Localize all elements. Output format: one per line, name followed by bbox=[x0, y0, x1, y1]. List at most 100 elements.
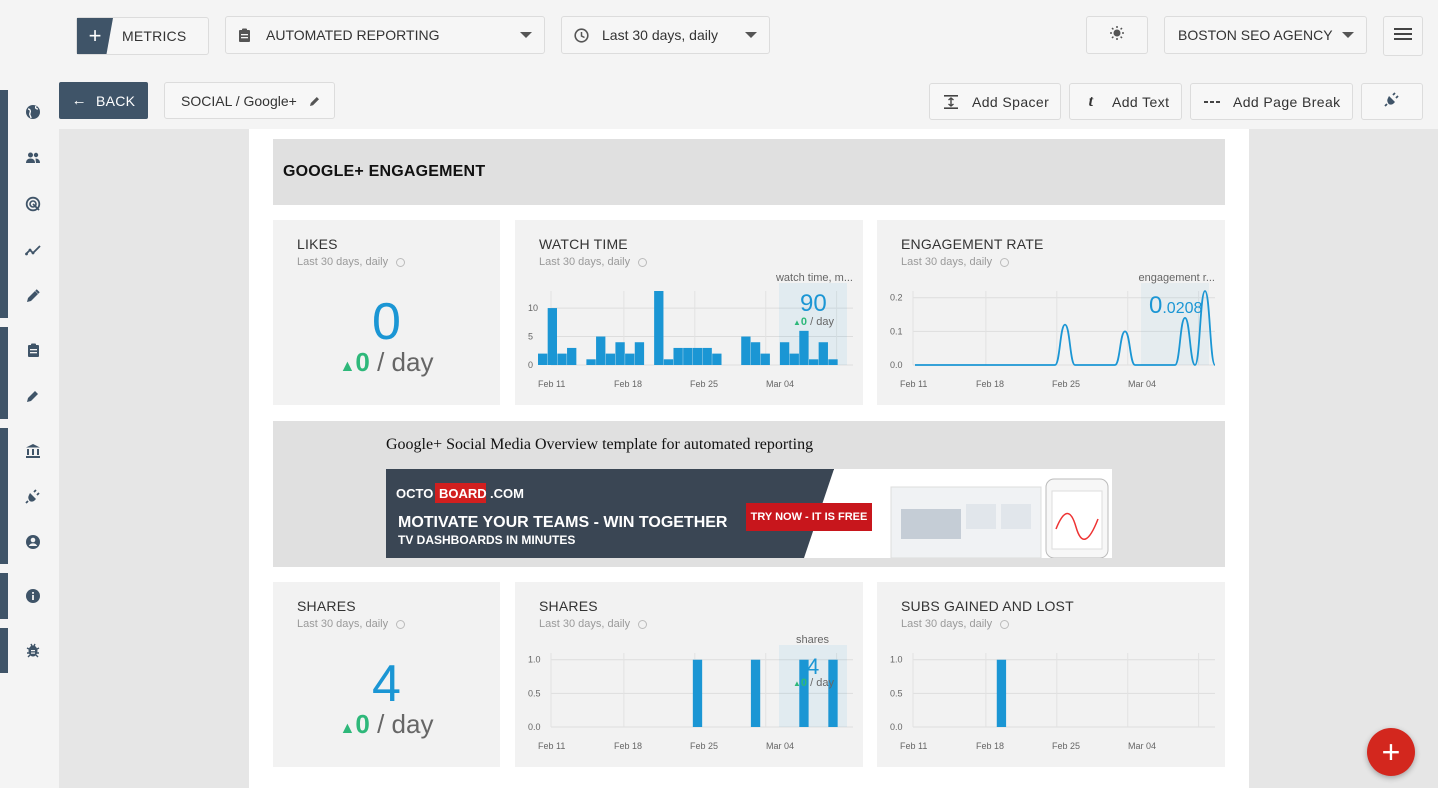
bug-icon[interactable] bbox=[24, 641, 42, 659]
shares-number-widget[interactable]: SHARES Last 30 days, daily 4 ▲0 / day bbox=[273, 582, 500, 767]
status-icon bbox=[396, 257, 406, 267]
widget-subtitle: Last 30 days, daily bbox=[539, 256, 648, 268]
clock-icon bbox=[574, 27, 590, 43]
target-icon[interactable] bbox=[24, 195, 42, 213]
per-day-label: / day bbox=[810, 677, 834, 689]
back-label: BACK bbox=[95, 92, 136, 109]
widget-value: 4 bbox=[807, 654, 820, 679]
per-day-label: / day bbox=[810, 316, 834, 328]
engagement-rate-widget[interactable]: ENGAGEMENT RATE Last 30 days, daily enga… bbox=[877, 220, 1225, 405]
bar bbox=[799, 659, 809, 727]
sidebar-group-accent bbox=[0, 428, 8, 564]
likes-widget[interactable]: LIKES Last 30 days, daily 0 ▲0 / day bbox=[273, 220, 500, 405]
bank-icon[interactable] bbox=[24, 441, 42, 459]
bar bbox=[692, 347, 703, 365]
widget-subtitle: Last 30 days, daily bbox=[297, 618, 406, 630]
bar bbox=[538, 353, 548, 365]
chevron-down-icon bbox=[520, 32, 532, 38]
globe-icon[interactable] bbox=[24, 103, 42, 121]
widget-subtitle: Last 30 days, daily bbox=[297, 256, 406, 268]
bar bbox=[557, 353, 567, 365]
bar bbox=[799, 330, 809, 365]
value-main: 0 bbox=[1149, 292, 1163, 319]
widget-value: 0.0208 bbox=[1149, 292, 1202, 320]
subs-gained-widget[interactable]: SUBS GAINED AND LOST Last 30 days, daily… bbox=[877, 582, 1225, 767]
bar bbox=[586, 359, 596, 365]
bar bbox=[702, 347, 712, 365]
edit-icon[interactable] bbox=[24, 287, 42, 305]
spacer-icon bbox=[942, 94, 960, 109]
bar bbox=[750, 659, 761, 727]
widget-subtitle: Last 30 days, daily bbox=[901, 618, 1010, 630]
status-icon bbox=[638, 619, 648, 629]
add-page-break-button[interactable]: Add Page Break bbox=[1190, 83, 1353, 120]
y-tick-label: 0.0 bbox=[528, 722, 541, 732]
back-button[interactable]: ← BACK bbox=[59, 82, 148, 119]
integrations-button[interactable] bbox=[1361, 83, 1423, 120]
x-tick-label: Mar 04 bbox=[766, 379, 794, 389]
add-metrics-button[interactable]: + METRICS bbox=[76, 17, 209, 55]
x-tick-label: Mar 04 bbox=[1128, 379, 1156, 389]
page-name-field[interactable]: SOCIAL / Google+ bbox=[164, 82, 335, 119]
widget-per-day: ▲0 / day bbox=[273, 347, 500, 378]
section-title: GOOGLE+ ENGAGEMENT bbox=[273, 139, 1225, 205]
x-tick-label: Mar 04 bbox=[766, 741, 794, 751]
add-widget-fab[interactable]: + bbox=[1367, 728, 1415, 776]
add-text-button[interactable]: t Add Text bbox=[1069, 83, 1182, 120]
watch-time-widget[interactable]: WATCH TIME Last 30 days, daily watch tim… bbox=[515, 220, 863, 405]
y-tick-label: 0.5 bbox=[528, 688, 541, 698]
report-dropdown-label: AUTOMATED REPORTING bbox=[266, 27, 440, 43]
report-dropdown[interactable]: AUTOMATED REPORTING bbox=[225, 16, 545, 54]
trend-icon[interactable] bbox=[24, 241, 42, 259]
x-tick-label: Feb 18 bbox=[614, 741, 642, 751]
bar bbox=[828, 359, 838, 365]
watch-time-chart: 0 5 10 Feb 11 Feb 18 Feb 25 Mar 04 bbox=[528, 283, 853, 389]
pen-icon[interactable] bbox=[24, 387, 42, 405]
delta-value: 0 bbox=[800, 677, 808, 689]
ad-cta-button[interactable]: TRY NOW - IT IS FREE bbox=[746, 503, 872, 531]
sidebar-group-accent bbox=[0, 327, 8, 419]
x-tick-label: Feb 11 bbox=[538, 741, 565, 751]
people-icon[interactable] bbox=[24, 149, 42, 167]
plus-icon: + bbox=[77, 18, 113, 54]
highlight-band bbox=[1141, 283, 1209, 365]
banner-title: Google+ Social Media Overview template f… bbox=[386, 436, 814, 453]
widget-title: WATCH TIME bbox=[539, 236, 628, 252]
widget-title: LIKES bbox=[297, 236, 338, 252]
x-tick-label: Feb 25 bbox=[1052, 741, 1080, 751]
y-tick-label: 10 bbox=[528, 303, 538, 313]
theme-button[interactable] bbox=[1086, 16, 1148, 54]
plug-icon[interactable] bbox=[24, 487, 42, 505]
plus-icon: + bbox=[1381, 733, 1401, 770]
menu-button[interactable] bbox=[1383, 16, 1423, 56]
bar bbox=[567, 347, 577, 365]
date-range-label: Last 30 days, daily bbox=[602, 27, 718, 43]
x-tick-label: Feb 25 bbox=[1052, 379, 1080, 389]
bar bbox=[547, 308, 557, 365]
ad-subline: TV DASHBOARDS IN MINUTES bbox=[398, 533, 576, 547]
add-spacer-button[interactable]: Add Spacer bbox=[929, 83, 1061, 120]
chevron-down-icon bbox=[1342, 32, 1354, 38]
agency-label: BOSTON SEO AGENCY bbox=[1178, 27, 1333, 43]
octoboard-ad[interactable]: OCTO BOARD .COM MOTIVATE YOUR TEAMS - WI… bbox=[386, 469, 1112, 558]
delta-value: 0 bbox=[800, 316, 808, 328]
bar bbox=[789, 353, 799, 365]
status-icon bbox=[1000, 619, 1010, 629]
clipboard-icon[interactable] bbox=[24, 341, 42, 359]
x-tick-label: Feb 18 bbox=[976, 741, 1004, 751]
pencil-icon[interactable] bbox=[309, 95, 321, 107]
widget-period: Last 30 days, daily bbox=[539, 256, 631, 268]
triangle-up-icon: ▲ bbox=[339, 720, 356, 737]
shares-chart-widget[interactable]: SHARES Last 30 days, daily shares 0.0 0.5… bbox=[515, 582, 863, 767]
widget-period: Last 30 days, daily bbox=[901, 618, 993, 630]
bar bbox=[692, 659, 703, 727]
series-label: watch time, m... bbox=[775, 272, 853, 284]
status-icon bbox=[396, 619, 406, 629]
account-icon[interactable] bbox=[24, 533, 42, 551]
agency-dropdown[interactable]: BOSTON SEO AGENCY bbox=[1164, 16, 1367, 54]
bar bbox=[654, 291, 664, 365]
info-icon[interactable] bbox=[24, 587, 42, 605]
date-range-dropdown[interactable]: Last 30 days, daily bbox=[561, 16, 770, 54]
y-tick-label: 1.0 bbox=[528, 655, 541, 665]
y-tick-label: 1.0 bbox=[890, 655, 903, 665]
